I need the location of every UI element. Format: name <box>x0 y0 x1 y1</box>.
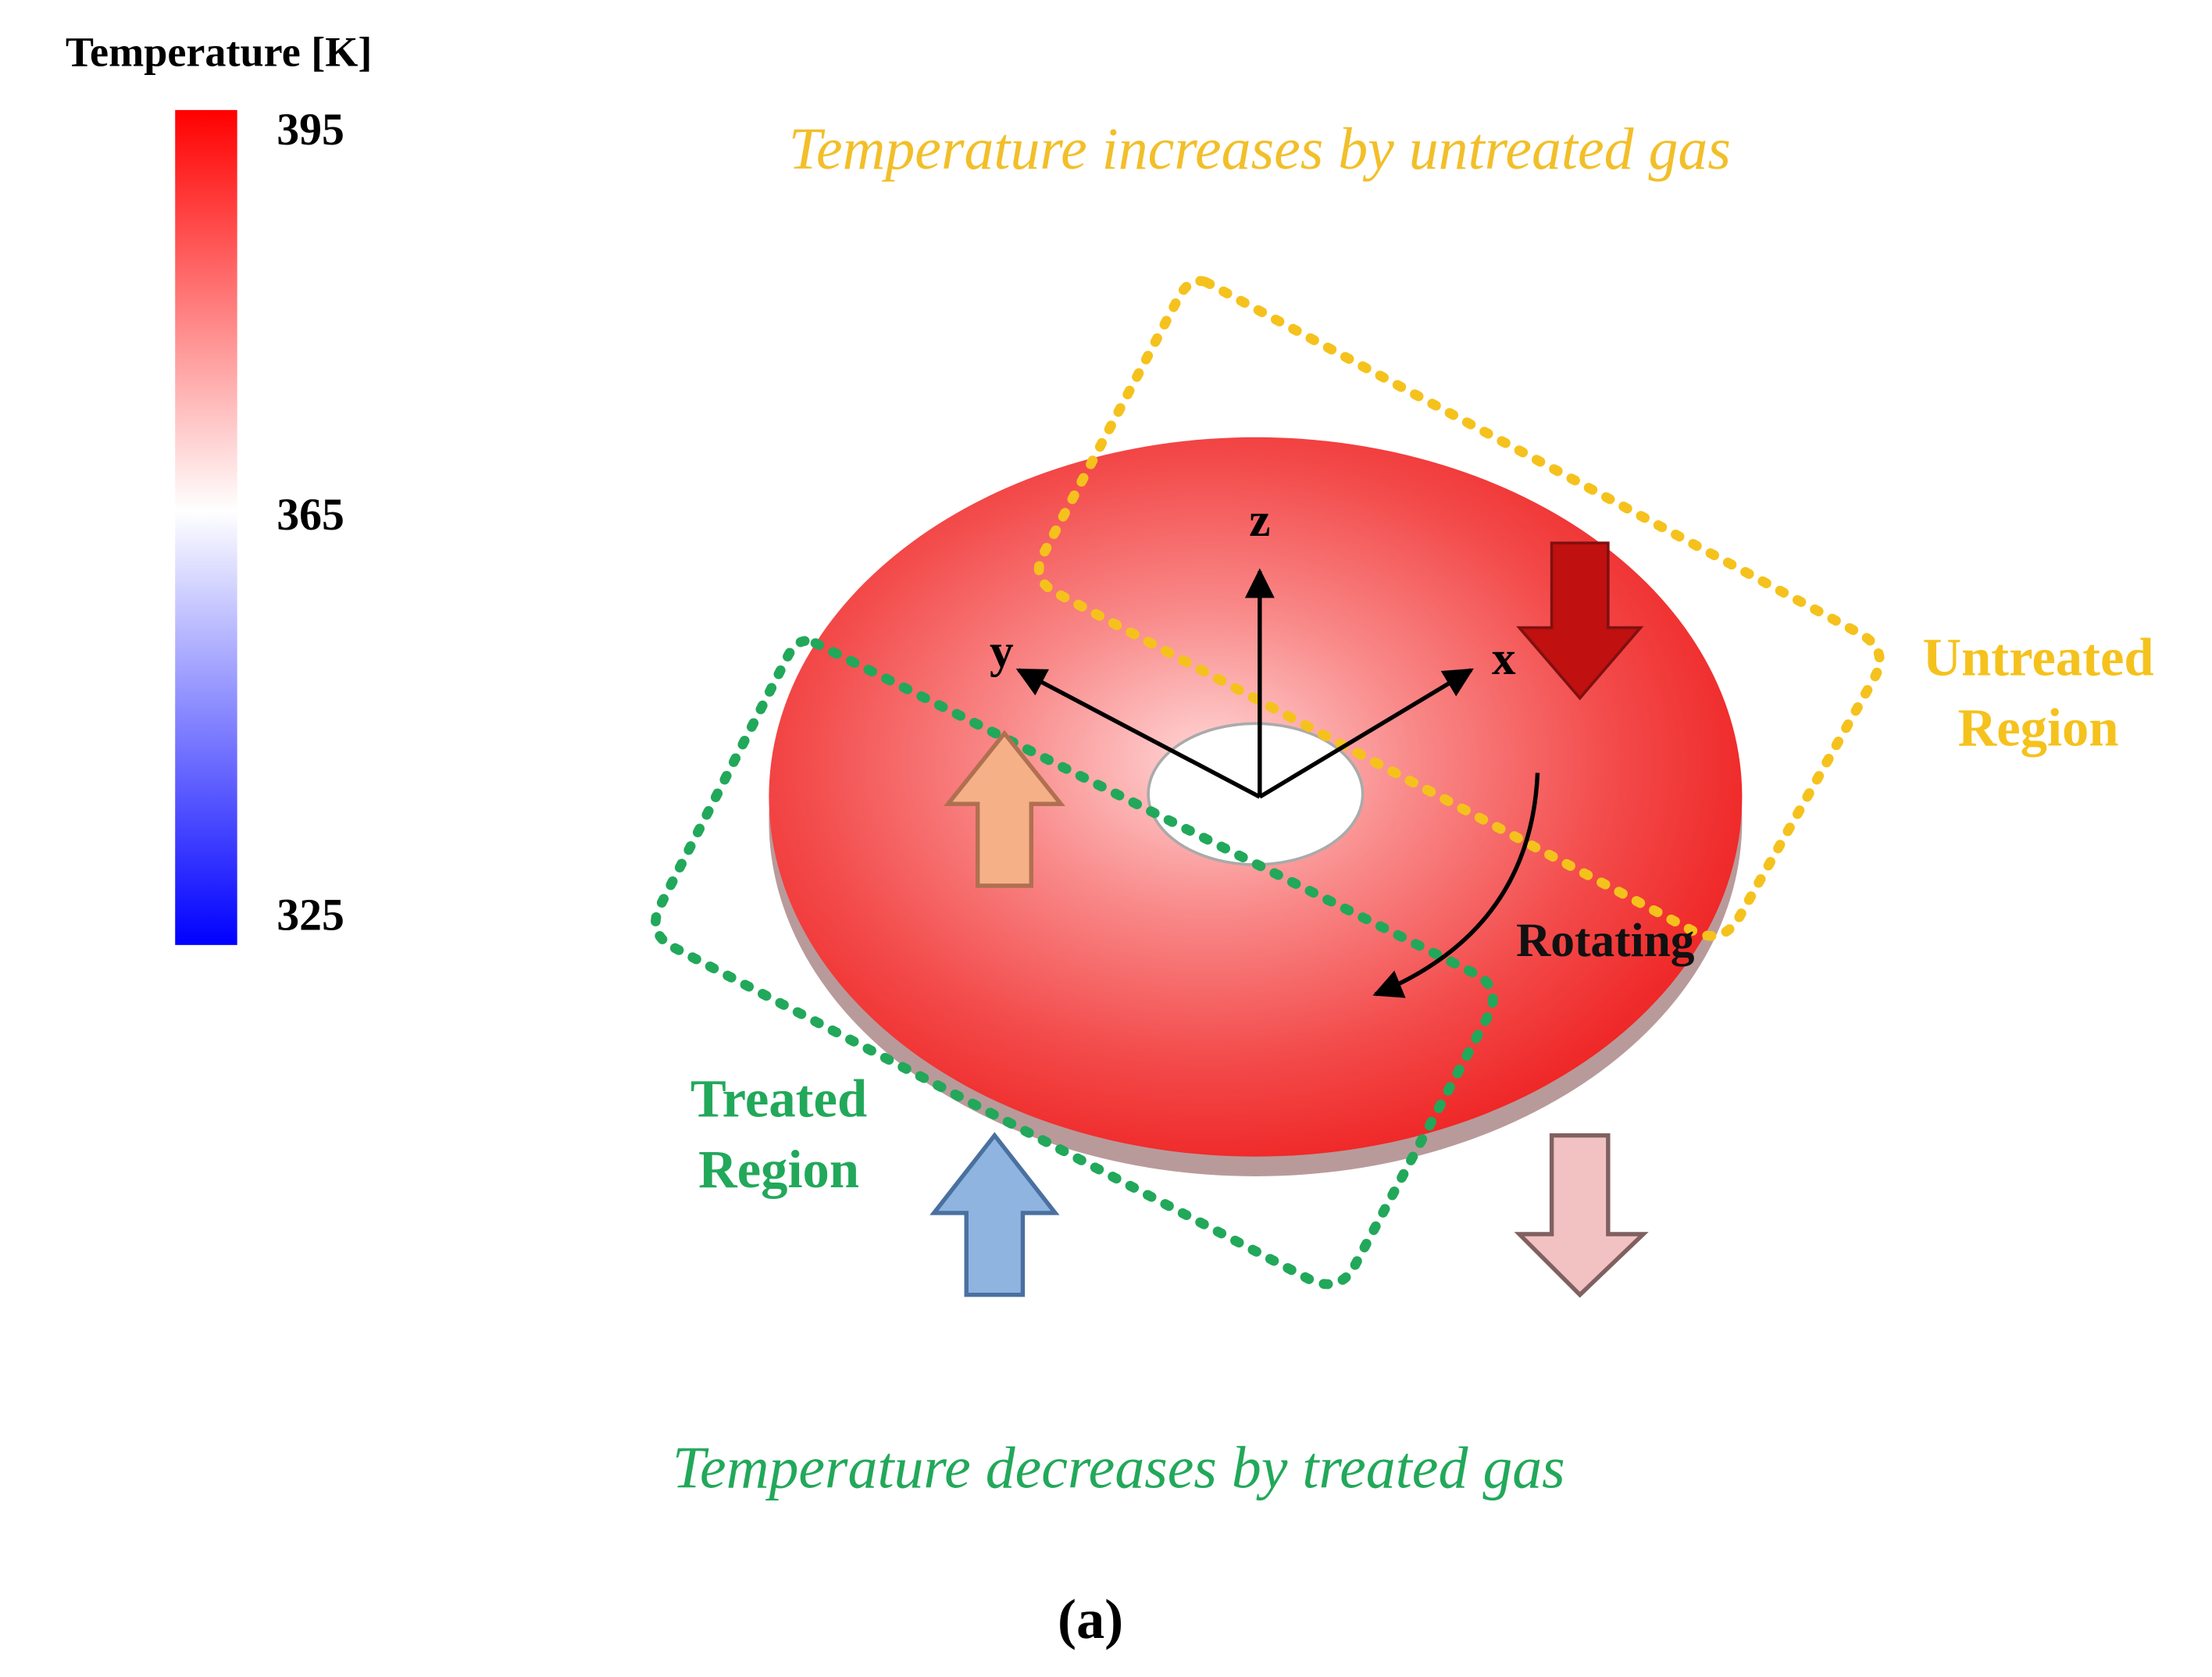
annotation: Temperature decreases by treated gas <box>673 1435 1565 1500</box>
colorbar <box>175 109 237 945</box>
caption: (a) <box>1058 1588 1123 1650</box>
axis-label: z <box>1249 494 1270 547</box>
cold-inlet-arrow <box>929 1132 1060 1297</box>
axis-label: x <box>1492 632 1516 685</box>
hot-inlet-arrow <box>1516 541 1644 701</box>
cold-outlet-arrow <box>1514 1133 1649 1298</box>
rotation-label: Rotating <box>1516 914 1695 967</box>
region-label: Untreated <box>1923 627 2154 687</box>
colorbar-title: Temperature [K] <box>66 29 373 76</box>
axis-label: y <box>990 625 1014 678</box>
colorbar-label: 365 <box>276 491 344 540</box>
region-label: Region <box>698 1140 859 1199</box>
axes <box>1015 568 1540 998</box>
y-axis <box>1015 668 1261 799</box>
x-axis <box>1258 668 1474 799</box>
colorbar-label: 395 <box>276 105 344 155</box>
colorbar-label: 325 <box>276 891 344 940</box>
region-label: Region <box>1958 698 2119 758</box>
treated-box <box>651 636 1498 1290</box>
hot-outlet-arrow <box>944 730 1065 888</box>
untreated-box <box>1033 276 1885 941</box>
rotation-arrow <box>1372 772 1540 998</box>
annotation: Temperature increases by untreated gas <box>789 116 1731 182</box>
region-label: Treated <box>690 1069 867 1129</box>
